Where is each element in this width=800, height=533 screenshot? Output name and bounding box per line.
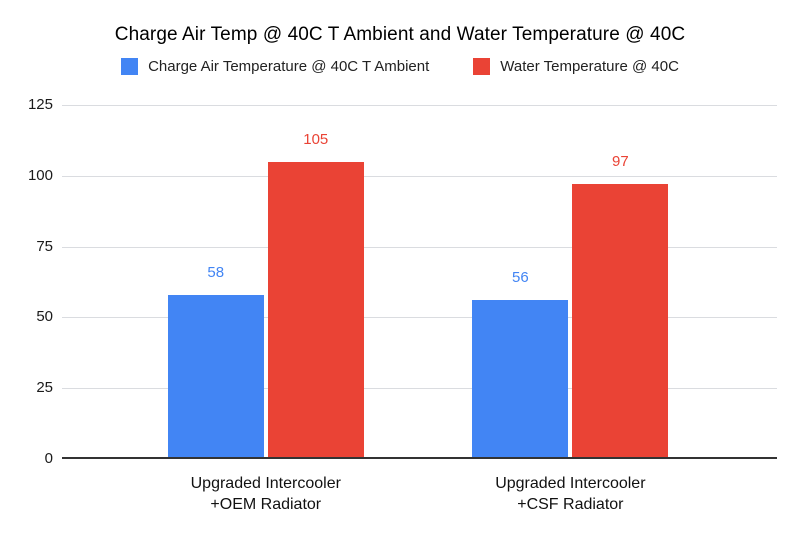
water-temp-bar-oem-radiator	[267, 161, 364, 459]
legend-item-water-temp: Water Temperature @ 40C	[473, 58, 679, 75]
y-tick-label-100: 100	[27, 166, 53, 184]
legend-label-water-temp: Water Temperature @ 40C	[500, 58, 679, 75]
value-label-water-temp-csf-radiator: 97	[612, 153, 629, 171]
x-axis-baseline	[62, 457, 777, 459]
gridline-50	[62, 317, 777, 319]
gridline-100	[62, 175, 777, 177]
y-tick-label-75: 75	[36, 237, 53, 255]
legend-swatch-water-temp	[473, 58, 491, 75]
x-category-label-oem-radiator: Upgraded Intercooler +OEM Radiator	[190, 475, 341, 513]
gridline-125	[62, 105, 777, 106]
legend-swatch-charge-air	[121, 58, 139, 75]
value-label-charge-air-csf-radiator: 56	[512, 269, 529, 287]
charge-air-bar-oem-radiator	[167, 294, 264, 459]
value-label-water-temp-oem-radiator: 105	[303, 130, 329, 148]
y-tick-label-50: 50	[36, 308, 53, 326]
y-tick-label-25: 25	[36, 379, 53, 397]
plot-area: 58 105 56 97	[62, 105, 777, 459]
x-category-label-csf-radiator: Upgraded Intercooler +CSF Radiator	[495, 475, 646, 513]
y-tick-label-125: 125	[27, 96, 53, 113]
value-label-charge-air-oem-radiator: 58	[207, 263, 225, 281]
y-tick-label-0: 0	[44, 450, 53, 467]
chart-title: Charge Air Temp @ 40C T Ambient and Wate…	[114, 24, 686, 45]
legend-label-charge-air: Charge Air Temperature @ 40C T Ambient	[148, 58, 430, 75]
legend-item-charge-air: Charge Air Temperature @ 40C T Ambient	[121, 58, 429, 75]
legend: Charge Air Temperature @ 40C T Ambient Wa…	[0, 58, 800, 75]
gridline-75	[62, 246, 777, 248]
charge-air-bar-csf-radiator	[472, 300, 569, 459]
water-temp-bar-csf-radiator	[572, 184, 669, 459]
gridline-25	[62, 388, 777, 390]
